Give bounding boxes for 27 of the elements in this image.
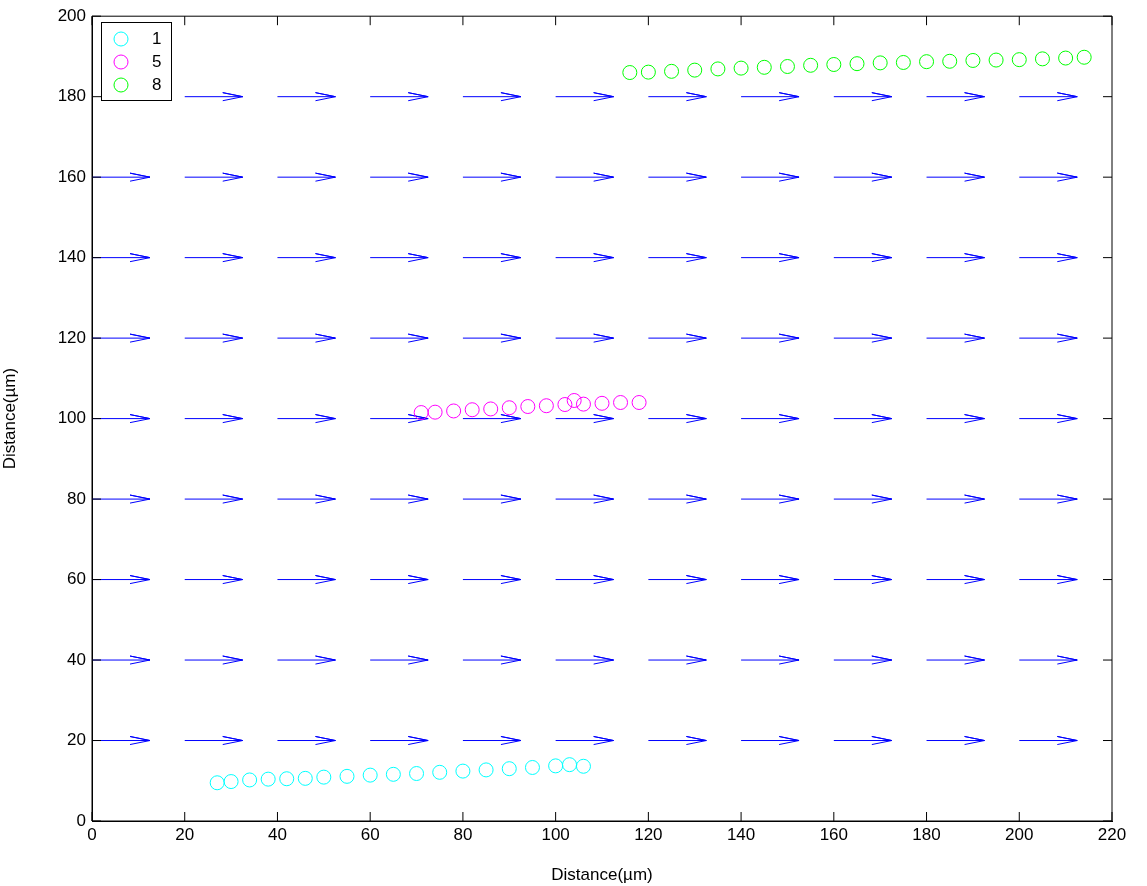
y-tick-label: 180 <box>57 86 86 106</box>
x-tick-label: 160 <box>819 824 849 844</box>
x-tick-label: 100 <box>541 824 570 844</box>
x-tick-label: 40 <box>267 824 287 844</box>
x-tick-label: 220 <box>1097 824 1127 844</box>
y-tick-label: 40 <box>67 649 86 669</box>
x-tick-label: 200 <box>1005 824 1034 844</box>
x-tick-label: 140 <box>726 824 756 844</box>
legend-label: 5 <box>152 51 162 72</box>
x-axis-title: Distance(µm) <box>551 865 653 885</box>
x-tick-label: 60 <box>360 824 380 844</box>
x-tick-label: 120 <box>634 824 663 844</box>
y-tick-label: 80 <box>67 488 86 508</box>
y-tick-label: 20 <box>67 730 86 750</box>
legend-label: 1 <box>152 28 162 49</box>
y-tick-label: 0 <box>76 810 86 830</box>
legend-label: 8 <box>152 74 162 95</box>
x-tick-label: 80 <box>453 824 473 844</box>
y-tick-label: 100 <box>57 408 86 428</box>
x-tick-label: 180 <box>912 824 941 844</box>
x-tick-label: 20 <box>175 824 195 844</box>
y-tick-label: 60 <box>67 569 86 589</box>
y-axis-title: Distance(µm) <box>0 367 19 470</box>
y-tick-label: 140 <box>57 247 86 267</box>
y-tick-label: 200 <box>57 5 86 25</box>
y-tick-label: 120 <box>57 327 86 347</box>
y-tick-label: 160 <box>57 166 86 186</box>
